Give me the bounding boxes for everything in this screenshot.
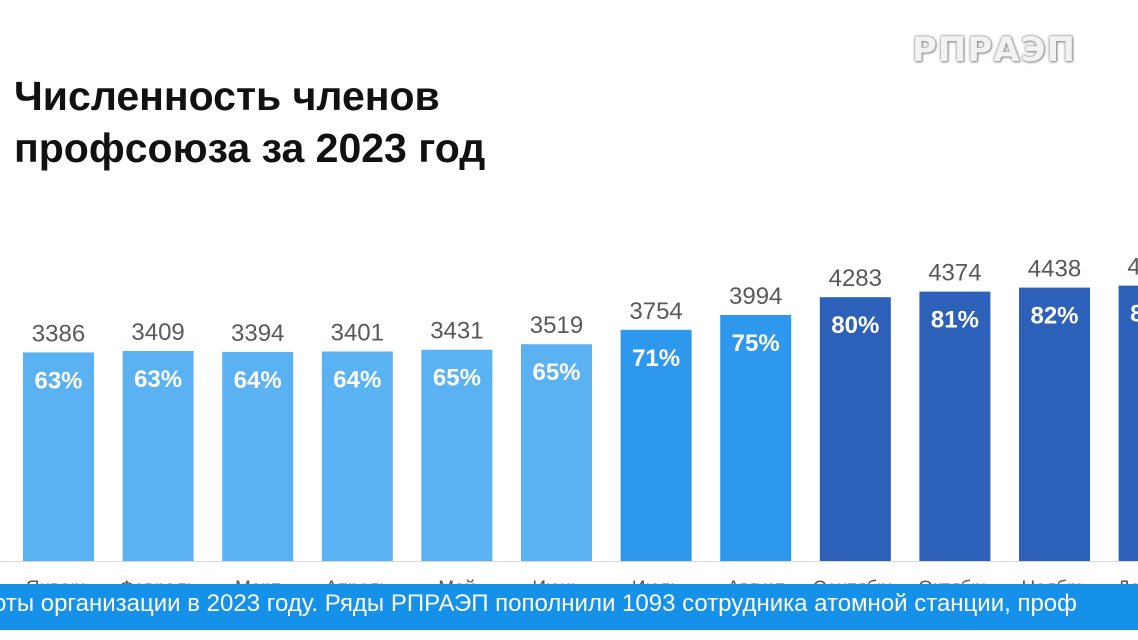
bar-5 [421,349,493,561]
bar-value-label-8: 3994 [729,283,782,310]
bar-value-label-4: 3401 [331,320,384,347]
chart-title-line-2: профсоюза за 2023 год [14,125,486,171]
bar-value-label-1: 3386 [32,320,85,347]
bar-value-label-9: 4283 [829,265,882,292]
bar-percent-label-6: 65% [532,359,580,386]
channel-watermark: РПРАЭП [912,30,1077,70]
news-ticker: оты организации в 2023 году. Ряды РПРАЭП… [0,584,1138,630]
bar-percent-label-12: 82% [1130,301,1138,328]
bar-value-label-6: 3519 [530,312,583,339]
bar-9 [819,297,891,561]
bar-value-label-5: 3431 [430,318,483,345]
news-ticker-text: оты организации в 2023 году. Ряды РПРАЭП… [0,590,1077,617]
bar-percent-label-2: 63% [134,366,182,393]
bar-percent-label-11: 82% [1030,303,1078,330]
bar-percent-label-9: 80% [831,312,879,339]
bar-6 [521,344,592,561]
bar-value-label-12: 4470 [1127,254,1138,281]
bar-2 [122,351,194,561]
bar-percent-label-4: 64% [333,367,381,394]
bar-value-label-3: 3394 [231,320,284,347]
chart-title: Численность членов профсоюза за 2023 год [14,70,485,174]
bar-percent-label-3: 64% [234,367,282,394]
bar-percent-label-5: 65% [433,365,481,392]
bar-1 [23,352,94,561]
bar-percent-label-8: 75% [732,330,780,357]
bar-11 [1019,287,1090,561]
bar-8 [720,315,792,561]
bar-percent-label-10: 81% [931,307,979,334]
bar-percent-label-1: 63% [34,367,82,394]
bar-value-label-7: 3754 [629,298,682,325]
bar-value-label-10: 4374 [928,260,981,287]
bar-value-label-11: 4438 [1028,256,1081,283]
bar-7 [620,329,692,561]
bar-3 [222,351,294,561]
bottom-strip [0,630,1138,640]
bar-12 [1118,285,1138,561]
bar-4 [321,351,393,561]
chart-title-line-1: Численность членов [14,73,440,119]
bar-10 [919,291,991,561]
bar-percent-label-7: 71% [632,345,680,372]
bar-value-label-2: 3409 [131,319,184,346]
